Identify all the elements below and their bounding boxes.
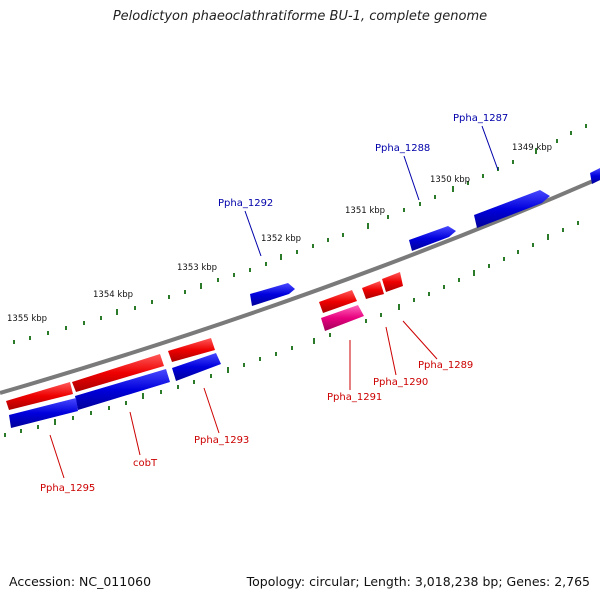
kbp-label-1349: 1349 kbp — [512, 143, 552, 153]
gene-cobt-fwd-arrow[interactable] — [75, 369, 170, 410]
gene-label-ppha-1289[interactable]: Ppha_1289 — [418, 360, 473, 371]
leader-ppha-1289 — [402, 320, 438, 360]
leader-ppha-1288 — [403, 155, 420, 201]
leader-ppha-1290 — [385, 326, 397, 376]
gene-label-ppha-1292[interactable]: Ppha_1292 — [218, 198, 273, 209]
kbp-label-1353: 1353 kbp — [177, 263, 217, 273]
reverse-genes — [6, 272, 403, 410]
gene-ppha-1287-arrow[interactable] — [590, 168, 600, 184]
accession-text: Accession: NC_011060 — [9, 574, 152, 589]
kbp-label-1352: 1352 kbp — [261, 234, 301, 244]
gene-label-ppha-1288[interactable]: Ppha_1288 — [375, 143, 430, 154]
kbp-label-1350: 1350 kbp — [430, 175, 470, 185]
gene-ppha-1292-arrow[interactable] — [250, 283, 295, 306]
map-title: Pelodictyon phaeoclathratiforme BU-1, co… — [112, 9, 488, 24]
gene-ppha-1295-arrow[interactable] — [6, 382, 73, 410]
kbp-labels: 1349 kbp 1350 kbp 1351 kbp 1352 kbp 1353… — [7, 143, 552, 324]
kbp-label-1354: 1354 kbp — [93, 290, 133, 300]
gene-ppha-1291-arrow[interactable] — [319, 290, 357, 313]
gene-label-ppha-1291[interactable]: Ppha_1291 — [327, 392, 382, 403]
genome-backbone — [0, 176, 600, 395]
gene-ppha-1290-fwd-arrow[interactable] — [409, 226, 456, 251]
outer-tick-ring — [13, 124, 587, 344]
gene-label-ppha-1290[interactable]: Ppha_1290 — [373, 377, 428, 388]
leader-ppha-1295 — [49, 434, 65, 479]
kbp-label-1355: 1355 kbp — [7, 314, 47, 324]
gene-ppha-1293-fwd-arrow[interactable] — [172, 353, 221, 381]
leader-ppha-1287 — [481, 125, 499, 171]
genome-summary-text: Topology: circular; Length: 3,018,238 bp… — [246, 574, 590, 589]
rna-feature-arrow[interactable] — [321, 305, 364, 331]
gene-cobt-arrow[interactable] — [72, 354, 164, 392]
forward-genes — [9, 168, 600, 428]
gene-ppha-1290-arrow[interactable] — [362, 281, 384, 299]
leader-ppha-1292 — [244, 210, 262, 257]
label-leaders — [49, 125, 499, 479]
inner-tick-ring — [4, 221, 579, 437]
leader-cobt — [129, 411, 141, 456]
gene-label-cobt[interactable]: cobT — [133, 458, 158, 469]
gene-ppha-1288-arrow[interactable] — [474, 190, 550, 228]
gene-label-ppha-1295[interactable]: Ppha_1295 — [40, 483, 95, 494]
gene-labels: Ppha_1287 Ppha_1288 Ppha_1292 Ppha_1289 … — [40, 113, 508, 494]
gene-label-ppha-1287[interactable]: Ppha_1287 — [453, 113, 508, 124]
leader-ppha-1293 — [203, 387, 220, 434]
gene-ppha-1293-arrow[interactable] — [168, 338, 215, 362]
gene-ppha-1289-arrow[interactable] — [382, 272, 403, 292]
kbp-label-1351: 1351 kbp — [345, 206, 385, 216]
gene-ppha-1295-fwd-arrow[interactable] — [9, 398, 78, 428]
gene-label-ppha-1293[interactable]: Ppha_1293 — [194, 435, 249, 446]
